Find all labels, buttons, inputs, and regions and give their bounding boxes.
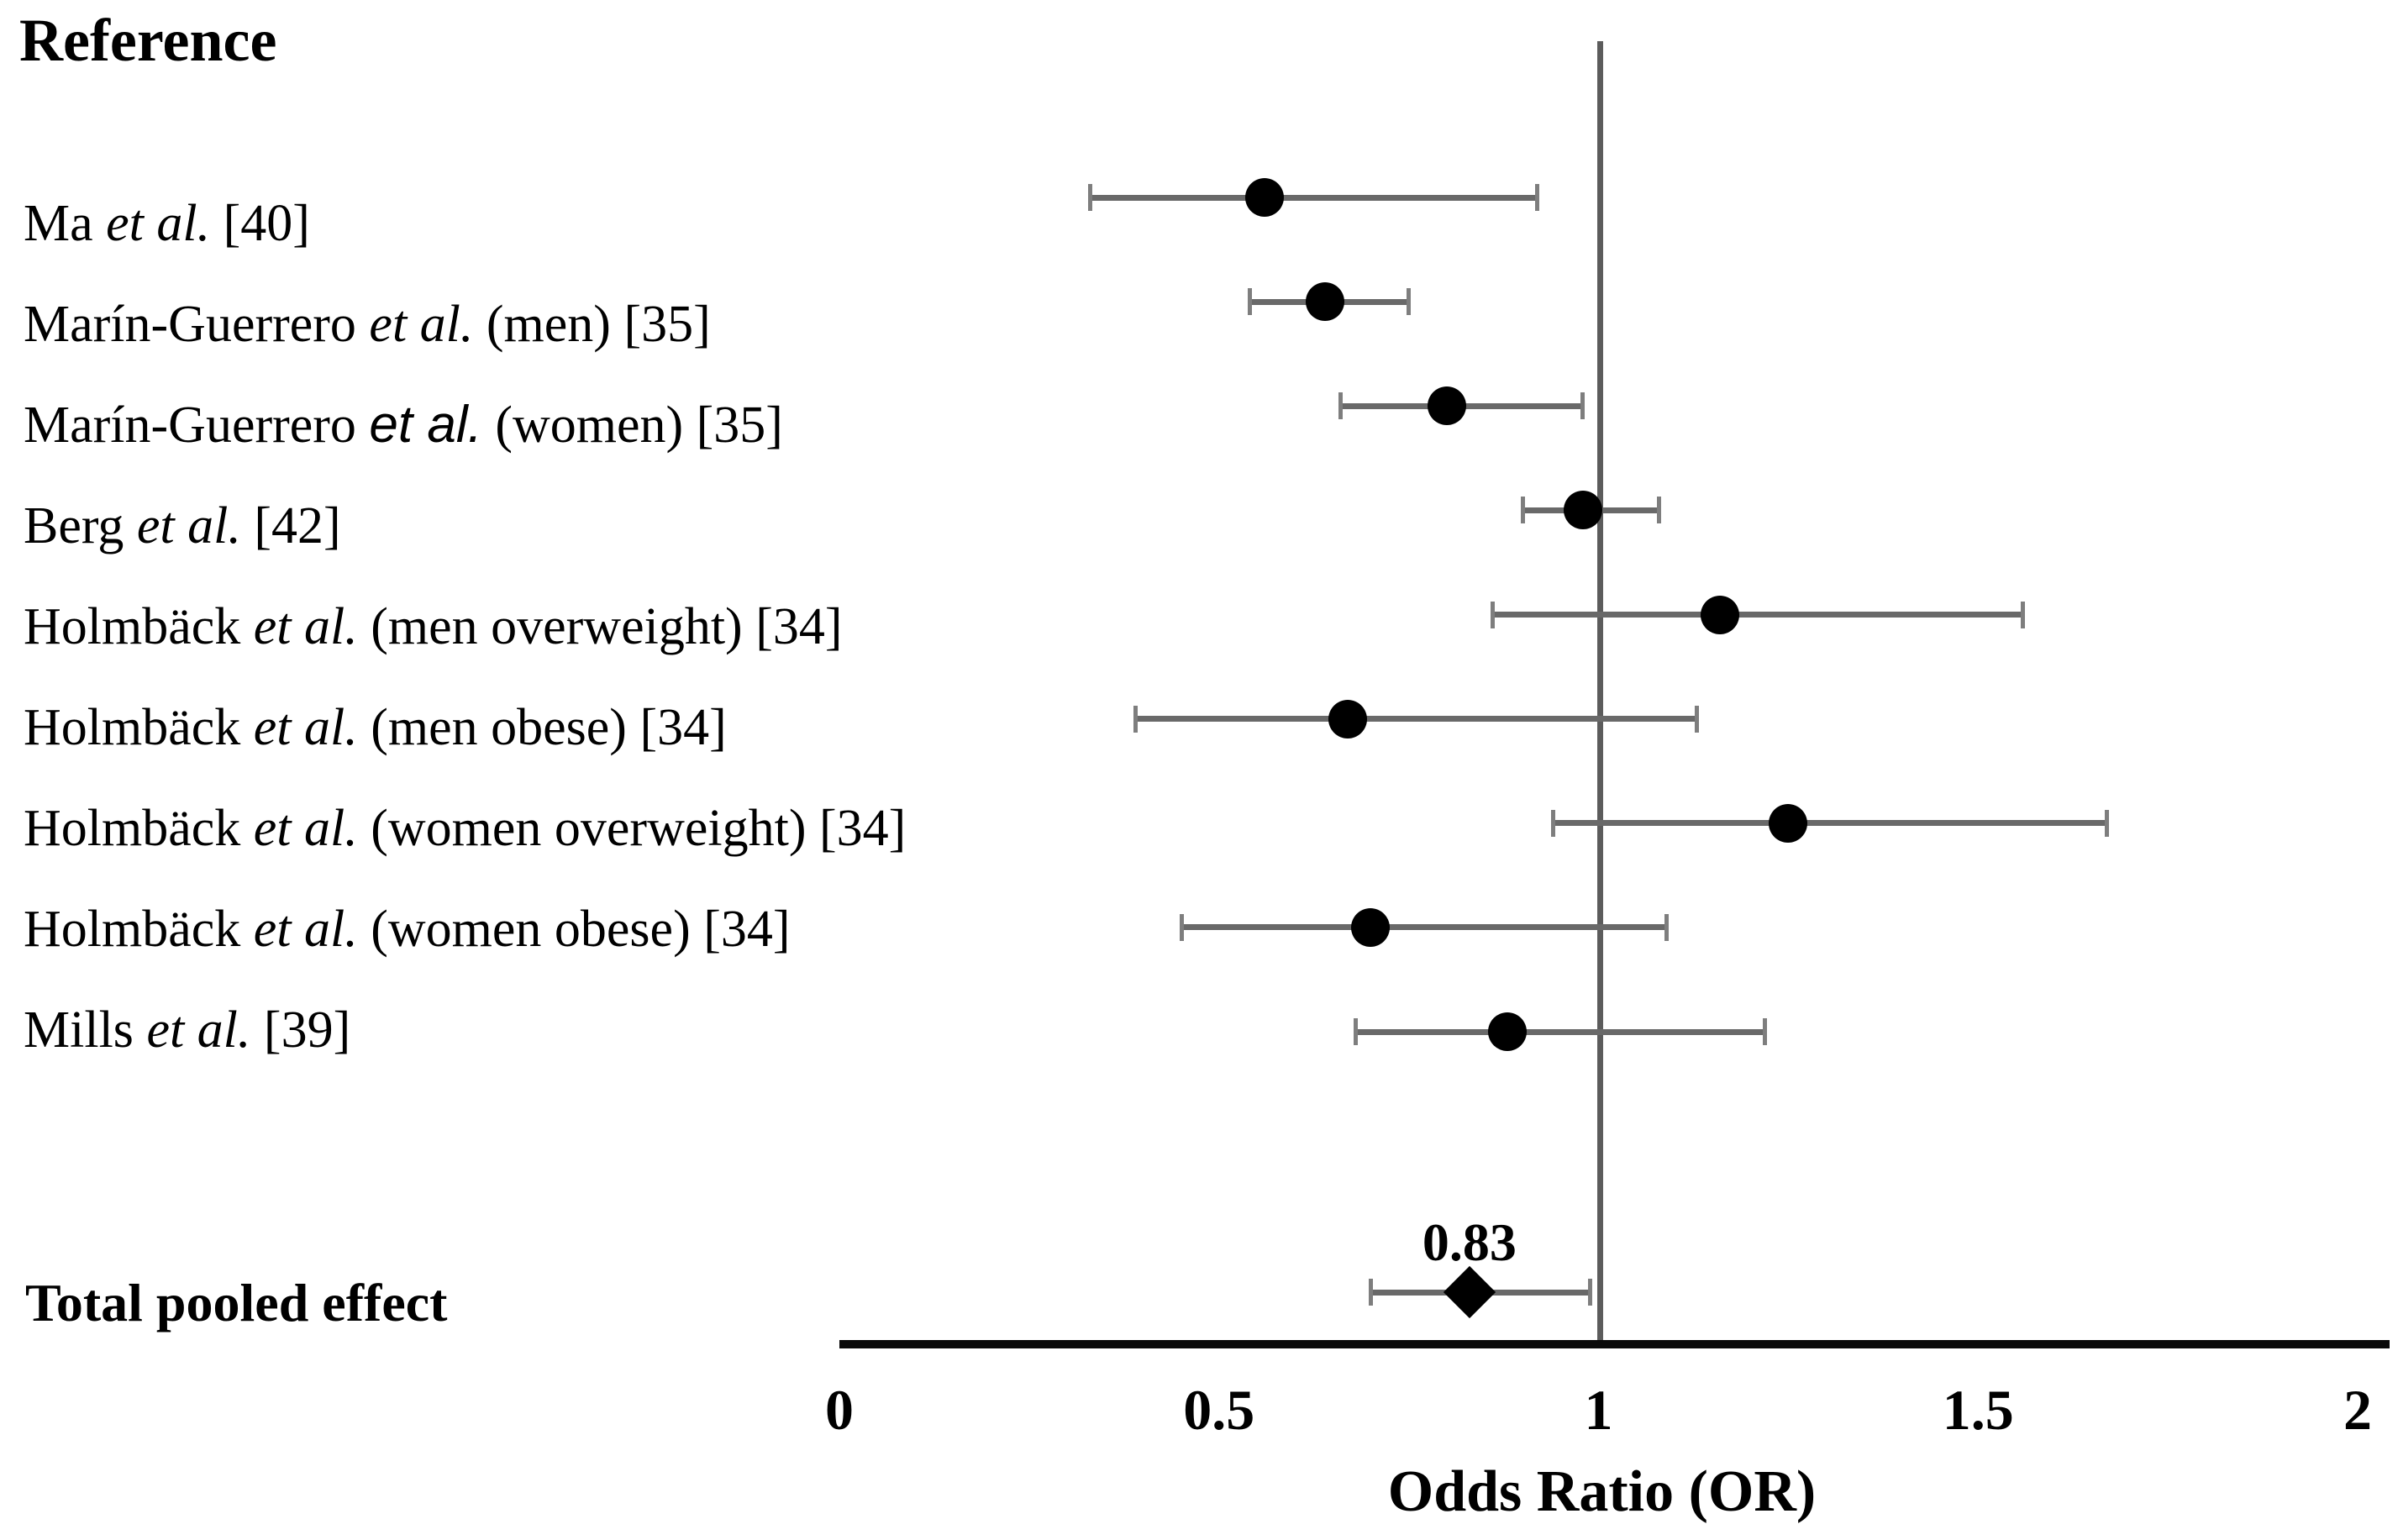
et-al-italic: et al.	[146, 1001, 251, 1059]
ci-cap-left	[1338, 392, 1344, 420]
study-label: Holmbäck et al. (women obese) [34]	[24, 896, 791, 963]
tick-label: 0	[825, 1378, 854, 1442]
study-point	[1351, 907, 1391, 947]
study-point	[1488, 1012, 1528, 1051]
et-al-italic: et al.	[253, 901, 358, 958]
study-label-text: (men obese) [34]	[357, 699, 727, 756]
study-label: Holmbäck et al. (men obese) [34]	[24, 694, 727, 761]
ci-cap-left	[1354, 1018, 1359, 1045]
ci-cap-left	[1179, 913, 1184, 941]
study-label-text: Holmbäck	[24, 800, 254, 857]
ci-cap-left	[1088, 184, 1093, 211]
x-axis-line	[839, 1340, 2390, 1348]
study-label-text: (women) [35]	[481, 397, 783, 454]
study-label-text: (men overweight) [34]	[357, 598, 843, 655]
ci-cap-left	[1369, 1279, 1374, 1306]
study-label: Holmbäck et al. (women overweight) [34]	[24, 795, 906, 862]
study-point	[1701, 595, 1740, 634]
study-point	[1564, 491, 1603, 530]
study-label: Marín-Guerrero et al. (men) [35]	[24, 291, 711, 358]
study-label-text: (men) [35]	[473, 296, 711, 353]
study-label-text: Holmbäck	[24, 901, 254, 958]
tick-label: 1.5	[1942, 1378, 2014, 1442]
study-label: Marín-Guerrero et al. (women) [35]	[24, 392, 783, 459]
et-al-italic: et al.	[369, 296, 474, 353]
error-bar	[1492, 612, 2024, 618]
study-label-text: Ma	[24, 195, 107, 252]
ci-cap-right	[1656, 497, 1661, 524]
column-header-reference: Reference	[19, 7, 277, 74]
study-label-text: Berg	[24, 497, 137, 555]
study-label-text: Marín-Guerrero	[24, 296, 370, 353]
ci-cap-left	[1133, 705, 1139, 733]
tick-label: 1	[1584, 1378, 1613, 1442]
study-label-text: Holmbäck	[24, 699, 254, 756]
study-label-text: Holmbäck	[24, 598, 254, 655]
error-bar	[1181, 924, 1667, 931]
ci-cap-left	[1551, 809, 1556, 837]
ci-cap-left	[1247, 288, 1252, 316]
ci-cap-right	[2021, 601, 2026, 628]
study-label-text: (women overweight) [34]	[357, 800, 907, 857]
study-point	[1427, 386, 1466, 426]
et-al-italic: et al.	[136, 497, 241, 555]
tick-label: 0.5	[1183, 1378, 1255, 1442]
ci-cap-right	[2104, 809, 2109, 837]
study-label: Mills et al. [39]	[24, 996, 350, 1064]
et-al-italic: et al.	[253, 699, 358, 756]
pooled-effect-label: Total pooled effect	[25, 1273, 448, 1332]
reference-line-or-1	[1597, 41, 1603, 1340]
ci-cap-right	[1588, 1279, 1593, 1306]
ci-cap-left	[1491, 601, 1495, 628]
ci-cap-right	[1580, 392, 1586, 420]
x-axis-title: Odds Ratio (OR)	[1387, 1459, 1817, 1524]
study-label-text: [40]	[210, 195, 310, 252]
pooled-effect-value: 0.83	[1422, 1212, 1517, 1272]
study-label: Berg et al. [42]	[24, 492, 341, 560]
study-point	[1328, 699, 1368, 738]
study-label-text: Marín-Guerrero	[24, 397, 370, 454]
error-bar	[1553, 820, 2107, 827]
ci-cap-right	[1406, 288, 1411, 316]
study-label: Holmbäck et al. (men overweight) [34]	[24, 593, 843, 660]
study-label-text: [39]	[250, 1001, 351, 1059]
et-al-italic: et al.	[106, 195, 211, 252]
et-al-italic: et al.	[253, 598, 358, 655]
error-bar	[1090, 194, 1538, 201]
pooled-diamond	[1443, 1265, 1496, 1319]
study-label-text: [42]	[240, 497, 341, 555]
study-label: Ma et al. [40]	[24, 190, 310, 257]
study-label-text: Mills	[24, 1001, 147, 1059]
error-bar	[1135, 716, 1697, 723]
study-point	[1306, 282, 1345, 322]
study-point	[1769, 803, 1808, 843]
et-al-italic: et al.	[253, 800, 358, 857]
ci-cap-right	[1763, 1018, 1768, 1045]
tick-label: 2	[2343, 1378, 2372, 1442]
study-point	[1244, 178, 1284, 217]
ci-cap-right	[1535, 184, 1540, 211]
ci-cap-right	[1694, 705, 1699, 733]
et-al-italic: et al.	[369, 396, 482, 454]
study-label-text: (women obese) [34]	[357, 901, 791, 958]
ci-cap-right	[1664, 913, 1669, 941]
error-bar	[1355, 1028, 1766, 1035]
ci-cap-left	[1521, 497, 1526, 524]
